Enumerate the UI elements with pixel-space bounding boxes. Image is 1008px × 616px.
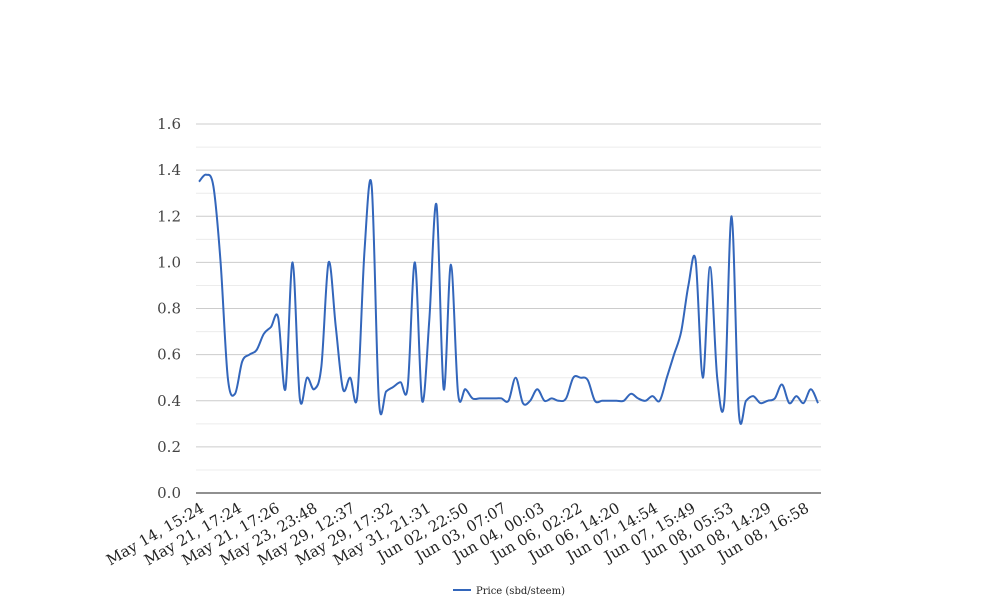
y-tick-label: 1.0 [157,253,181,271]
y-tick-label: 1.6 [157,115,181,133]
y-tick-label: 0.2 [157,438,181,456]
grid-lines [196,123,821,471]
y-tick-label: 0.6 [157,346,181,364]
y-tick-label: 1.2 [157,207,181,225]
y-axis-ticks: 0.0 0.2 0.4 0.6 0.8 1.0 1.2 1.4 1.6 [157,115,181,502]
series-layer [198,173,819,425]
legend: Price (sbd/steem) [453,586,565,597]
legend-label: Price (sbd/steem) [476,586,565,597]
y-tick-label: 0.4 [157,392,181,410]
y-tick-label: 0.0 [157,484,181,502]
y-tick-label: 1.4 [157,161,181,179]
series-line [198,173,819,425]
y-tick-label: 0.8 [157,300,181,318]
